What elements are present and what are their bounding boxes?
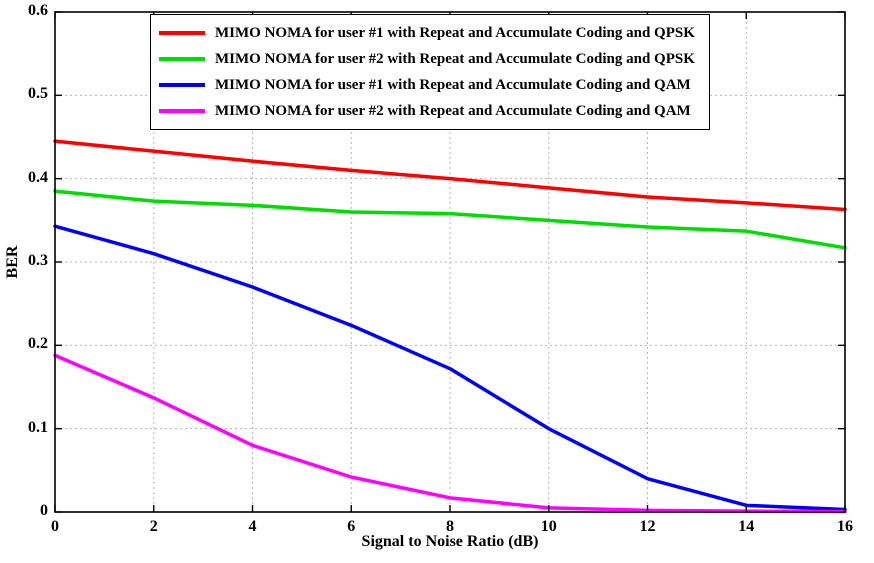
x-tick-label: 14 [738, 518, 755, 535]
x-tick-label: 10 [540, 518, 557, 535]
y-tick-label: 0.1 [28, 418, 48, 436]
x-tick-label: 4 [248, 518, 257, 535]
series-line-1 [53, 189, 847, 250]
series-line-3 [53, 353, 847, 514]
legend-item: MIMO NOMA for user #2 with Repeat and Ac… [159, 98, 695, 124]
legend-item: MIMO NOMA for user #2 with Repeat and Ac… [159, 46, 695, 72]
y-tick-label: 0.6 [28, 2, 48, 19]
legend-label: MIMO NOMA for user #2 with Repeat and Ac… [215, 50, 695, 67]
legend-label: MIMO NOMA for user #1 with Repeat and Ac… [215, 76, 691, 93]
x-tick-label: 0 [51, 518, 59, 535]
y-tick-label: 0.3 [28, 252, 48, 269]
x-tick-label: 8 [446, 518, 454, 535]
series-line-2 [53, 224, 847, 512]
legend-label: MIMO NOMA for user #1 with Repeat and Ac… [215, 24, 695, 41]
y-tick-label: 0.4 [28, 168, 48, 186]
legend-item: MIMO NOMA for user #1 with Repeat and Ac… [159, 72, 695, 98]
legend-line-swatch-blue [159, 83, 205, 87]
y-tick-label: 0.5 [28, 85, 48, 103]
x-tick-label: 2 [149, 518, 158, 535]
legend-label: MIMO NOMA for user #2 with Repeat and Ac… [215, 102, 691, 119]
y-tick-label: 0 [40, 502, 48, 519]
x-tick-label: 16 [837, 518, 853, 535]
x-axis-label: Signal to Noise Ratio (dB) [361, 533, 539, 550]
legend-line-swatch-green [159, 57, 205, 61]
x-tick-label: 12 [639, 518, 656, 535]
y-axis-label: BER [4, 245, 21, 279]
legend-line-swatch-magenta [159, 109, 205, 113]
legend: MIMO NOMA for user #1 with Repeat and Ac… [150, 14, 710, 130]
y-tick-label: 0.2 [28, 335, 48, 353]
series-line-0 [53, 139, 847, 212]
x-tick-label: 6 [347, 518, 356, 535]
legend-line-swatch-red [159, 31, 205, 35]
legend-item: MIMO NOMA for user #1 with Repeat and Ac… [159, 20, 695, 46]
